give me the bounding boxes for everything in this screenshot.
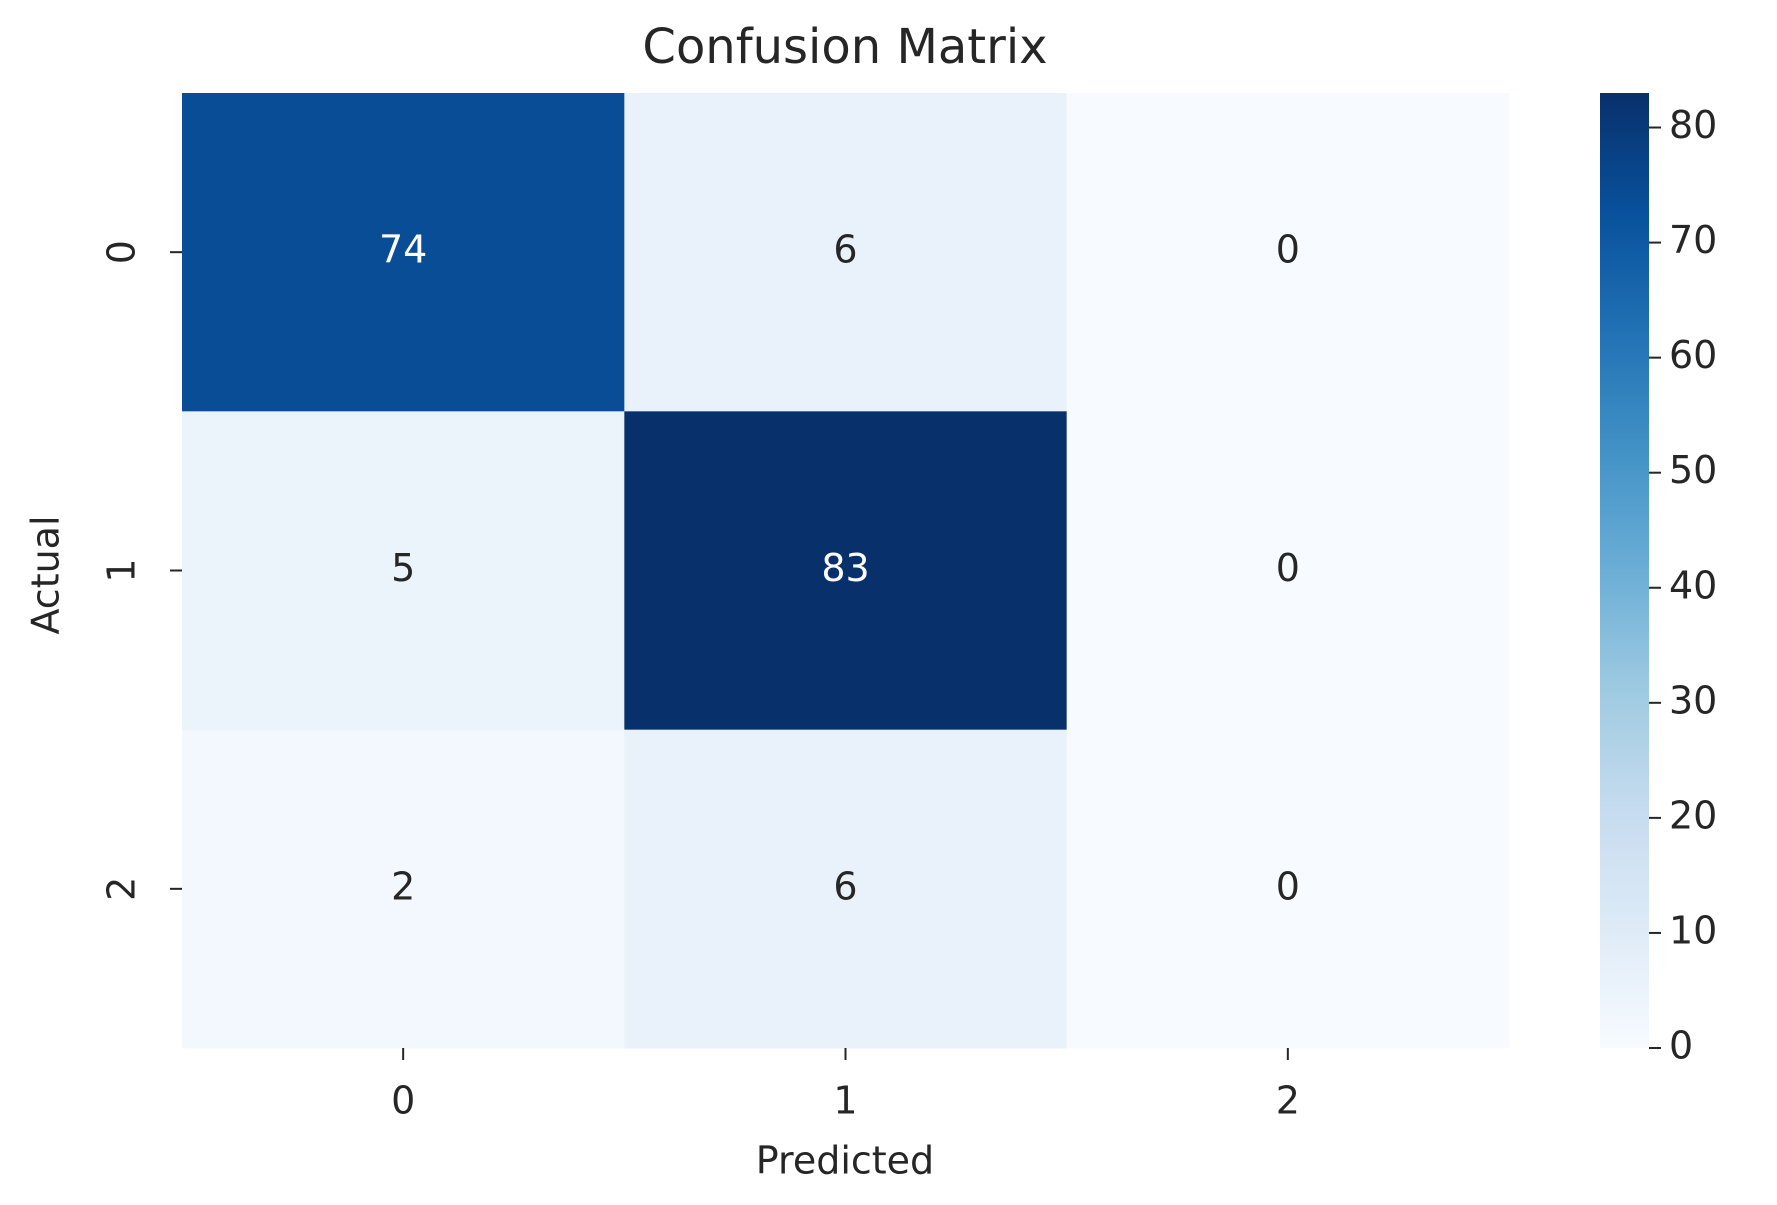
- cell-label: 0: [1276, 864, 1300, 908]
- colorbar-tick-label: 60: [1669, 333, 1717, 377]
- colorbar-tick-label: 40: [1669, 563, 1717, 607]
- x-tick-label: 2: [1276, 1079, 1300, 1123]
- y-tick-label: 1: [100, 558, 144, 582]
- colorbar-tick-label: 30: [1669, 678, 1717, 722]
- colorbar-tick-label: 70: [1669, 218, 1717, 262]
- cell-label: 6: [833, 864, 857, 908]
- colorbar-tick-label: 0: [1669, 1024, 1693, 1068]
- heatmap-cell: [182, 93, 625, 412]
- x-tick-label: 0: [391, 1079, 415, 1123]
- cell-label: 74: [379, 228, 427, 272]
- heatmap-cell: [1066, 93, 1510, 412]
- chart-title: Confusion Matrix: [642, 19, 1047, 75]
- colorbar-tick-label: 10: [1669, 908, 1717, 952]
- heatmap-cell: [182, 729, 625, 1049]
- cell-label: 83: [821, 546, 869, 590]
- cell-label: 0: [1276, 228, 1300, 272]
- y-tick-label: 0: [100, 240, 144, 264]
- colorbar: [1600, 93, 1649, 1048]
- colorbar-tick-label: 80: [1669, 103, 1717, 147]
- colorbar-tick-label: 20: [1669, 793, 1717, 837]
- colorbar-tick-label: 50: [1669, 448, 1717, 492]
- cell-label: 0: [1276, 546, 1300, 590]
- heatmap-cell: [182, 411, 625, 731]
- cell-label: 2: [391, 864, 415, 908]
- y-tick-label: 2: [100, 877, 144, 901]
- heatmap-cell: [1066, 411, 1510, 731]
- heatmap-cell: [1066, 729, 1510, 1049]
- heatmap-cell: [624, 93, 1068, 412]
- heatmap-cell: [624, 411, 1068, 731]
- x-axis-label: Predicted: [756, 1139, 934, 1183]
- cell-label: 5: [391, 546, 415, 590]
- x-tick-label: 1: [833, 1079, 857, 1123]
- heatmap-cell: [624, 729, 1068, 1049]
- cell-label: 6: [833, 228, 857, 272]
- y-axis-label: Actual: [24, 515, 68, 634]
